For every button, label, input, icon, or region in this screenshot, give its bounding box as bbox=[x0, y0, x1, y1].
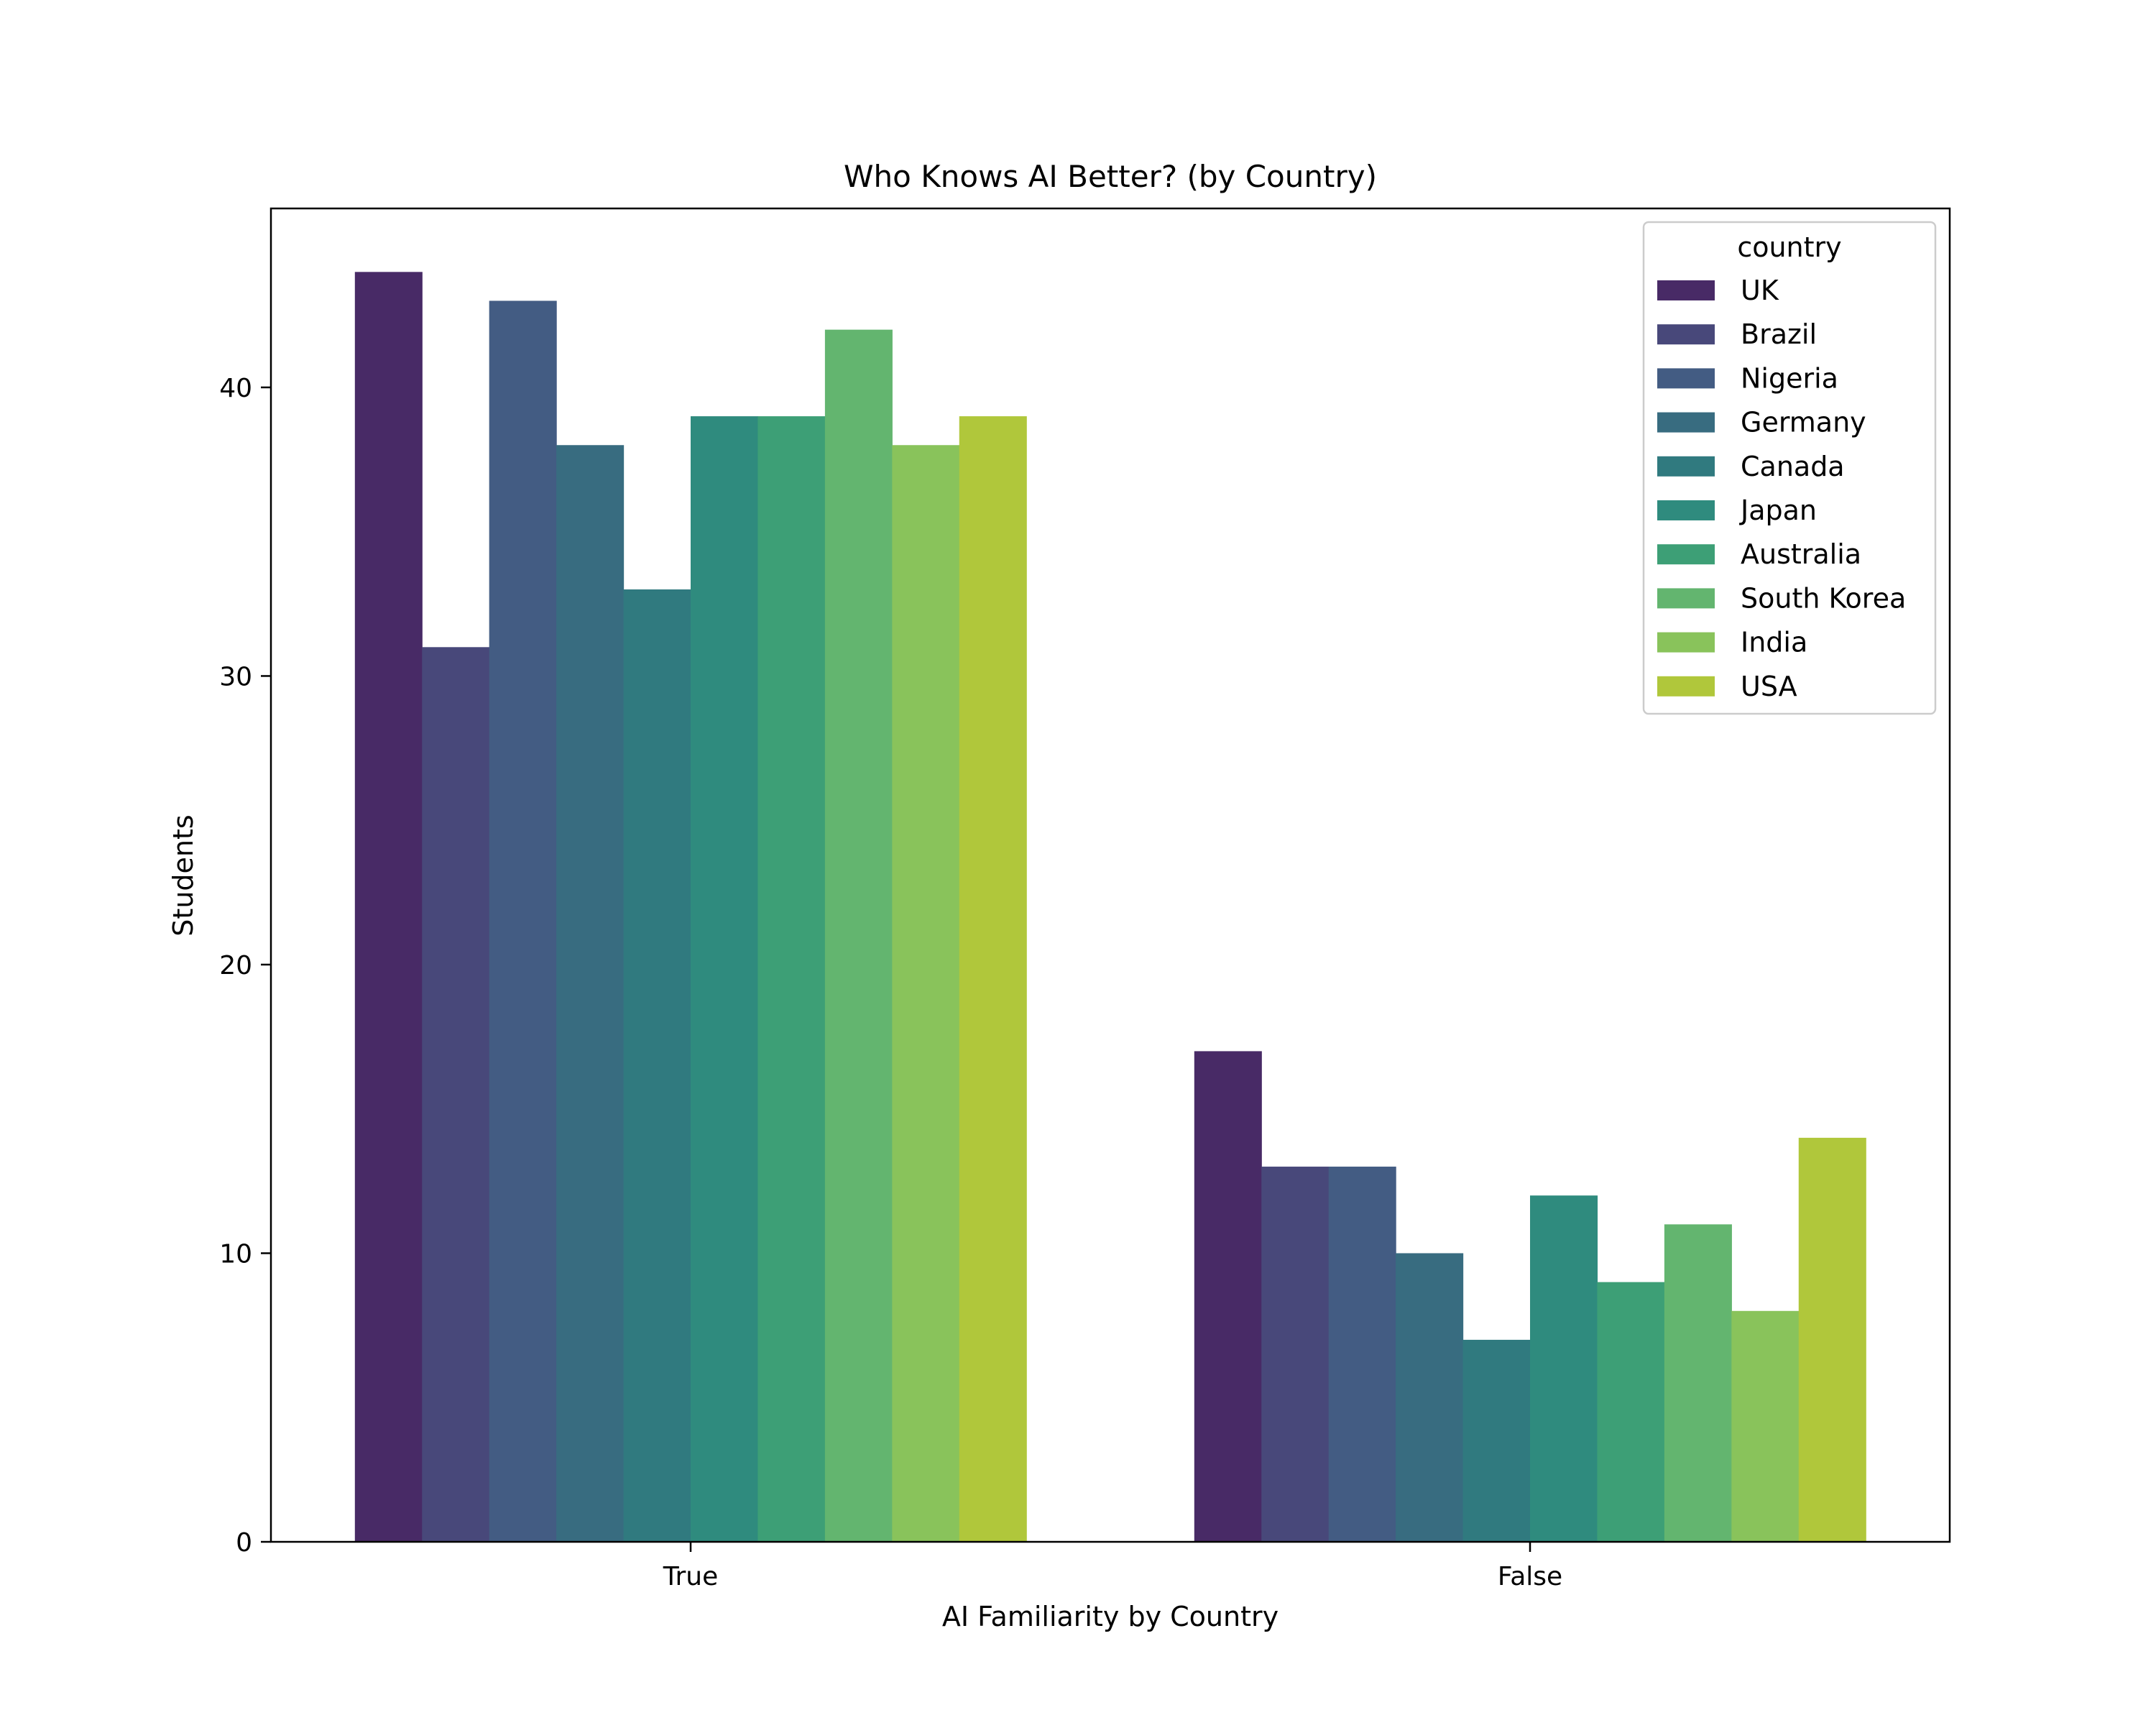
y-tick-label: 10 bbox=[219, 1239, 252, 1269]
y-tick-label: 20 bbox=[219, 951, 252, 980]
x-tick-label: True bbox=[663, 1562, 718, 1591]
legend-label-germany: Germany bbox=[1741, 407, 1866, 438]
bar-uk-false bbox=[1194, 1051, 1262, 1542]
bar-canada-true bbox=[623, 589, 691, 1542]
y-axis-title: Students bbox=[167, 814, 199, 936]
legend-label-uk: UK bbox=[1741, 275, 1779, 306]
legend-swatch-india bbox=[1657, 632, 1715, 653]
legend-label-brazil: Brazil bbox=[1741, 318, 1817, 350]
legend-swatch-japan bbox=[1657, 500, 1715, 520]
chart-title: Who Knows AI Better? (by Country) bbox=[844, 159, 1377, 194]
x-tick-label: False bbox=[1498, 1562, 1562, 1591]
legend-swatch-australia bbox=[1657, 544, 1715, 565]
legend: country UK Brazil Nigeria Germany Canada Japa… bbox=[1642, 221, 1937, 715]
bar-india-false bbox=[1731, 1310, 1800, 1542]
legend-label-nigeria: Nigeria bbox=[1741, 362, 1838, 394]
bar-japan-false bbox=[1530, 1195, 1598, 1542]
legend-label-canada: Canada bbox=[1741, 451, 1845, 482]
bar-usa-true bbox=[959, 416, 1027, 1542]
legend-label-japan: Japan bbox=[1739, 495, 1817, 526]
legend-label-india: India bbox=[1741, 627, 1807, 658]
legend-label-australia: Australia bbox=[1741, 538, 1861, 570]
bar-japan-true bbox=[691, 416, 759, 1542]
bar-usa-false bbox=[1798, 1137, 1866, 1542]
legend-swatch-brazil bbox=[1657, 324, 1715, 345]
legend-frame bbox=[1642, 221, 1937, 715]
bar-canada-false bbox=[1462, 1339, 1531, 1542]
y-axis: 0 10 20 30 40 bbox=[219, 374, 271, 1558]
legend-swatch-nigeria bbox=[1657, 368, 1715, 389]
y-tick-label: 0 bbox=[236, 1528, 252, 1558]
bar-india-true bbox=[892, 445, 960, 1542]
bar-germany-false bbox=[1396, 1253, 1464, 1542]
bar-uk-true bbox=[354, 272, 423, 1543]
y-tick-label: 30 bbox=[219, 662, 252, 691]
plot-frame bbox=[270, 207, 1951, 1543]
bar-australia-false bbox=[1597, 1282, 1665, 1542]
legend-swatch-germany bbox=[1657, 412, 1715, 433]
legend-swatch-south-korea bbox=[1657, 588, 1715, 609]
bar-brazil-true bbox=[422, 647, 490, 1542]
legend-swatch-uk bbox=[1657, 280, 1715, 300]
bar-south-korea-true bbox=[824, 329, 893, 1542]
legend-items: UK Brazil Nigeria Germany Canada Japan Austral… bbox=[1657, 275, 1906, 702]
y-tick-label: 40 bbox=[219, 374, 252, 403]
legend-swatch-usa bbox=[1657, 676, 1715, 697]
bar-south-korea-false bbox=[1664, 1224, 1732, 1542]
legend-label-usa: USA bbox=[1741, 671, 1797, 702]
x-axis-title: AI Familiarity by Country bbox=[942, 1601, 1279, 1632]
bar-group bbox=[354, 272, 1866, 1543]
bar-germany-true bbox=[556, 445, 625, 1542]
bar-australia-true bbox=[757, 416, 826, 1542]
legend-label-south-korea: South Korea bbox=[1741, 582, 1906, 614]
legend-swatch-canada bbox=[1657, 456, 1715, 477]
legend-title: country bbox=[1737, 231, 1841, 263]
bar-nigeria-true bbox=[489, 300, 557, 1543]
bar-nigeria-false bbox=[1328, 1167, 1396, 1542]
bar-brazil-false bbox=[1261, 1167, 1330, 1542]
x-axis: True False bbox=[663, 1542, 1562, 1591]
